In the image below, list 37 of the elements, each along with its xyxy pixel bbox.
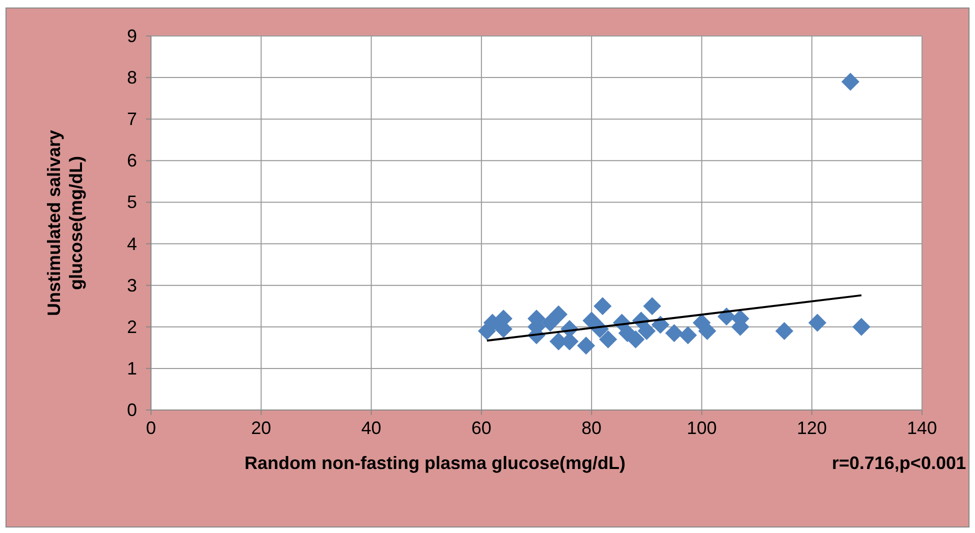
point bbox=[541, 314, 560, 332]
point bbox=[775, 322, 794, 340]
x-tick-label: 40 bbox=[361, 418, 382, 438]
y-tick-label: 2 bbox=[126, 316, 137, 337]
point bbox=[841, 72, 860, 91]
point bbox=[594, 297, 612, 316]
y-tick-label: 0 bbox=[126, 400, 137, 420]
y-tick-label: 3 bbox=[126, 275, 137, 296]
point bbox=[577, 336, 596, 355]
y-tick-label: 5 bbox=[126, 192, 137, 212]
point bbox=[550, 305, 568, 324]
point bbox=[638, 322, 656, 340]
point bbox=[651, 316, 670, 334]
x-axis-title: Random non-fasting plasma glucose(mg/dL) bbox=[244, 453, 626, 473]
point bbox=[698, 322, 716, 340]
x-tick-label: 60 bbox=[471, 418, 492, 438]
y-tick-label: 9 bbox=[126, 26, 137, 46]
y-tick-label: 8 bbox=[126, 68, 137, 88]
point bbox=[808, 314, 826, 332]
x-tick-label: 120 bbox=[796, 418, 827, 438]
x-tick-label: 20 bbox=[251, 418, 272, 438]
y-tick-label: 1 bbox=[126, 358, 137, 378]
x-tick-label: 80 bbox=[582, 418, 602, 438]
y-tick-label: 6 bbox=[126, 150, 137, 171]
x-tick-label: 0 bbox=[146, 418, 156, 438]
y-axis-title: Unstimulated salivary glucose(mg/dL) bbox=[44, 130, 86, 316]
point bbox=[643, 297, 662, 316]
point bbox=[852, 318, 870, 336]
point bbox=[599, 330, 618, 348]
point bbox=[678, 326, 697, 344]
x-tick-label: 140 bbox=[906, 418, 938, 438]
point bbox=[665, 324, 684, 342]
point bbox=[626, 330, 645, 348]
y-tick-label: 7 bbox=[126, 109, 137, 130]
y-tick-label: 4 bbox=[126, 234, 137, 254]
text: r=0.716,p<0.001 bbox=[832, 453, 966, 473]
x-tick-label: 100 bbox=[686, 418, 717, 438]
